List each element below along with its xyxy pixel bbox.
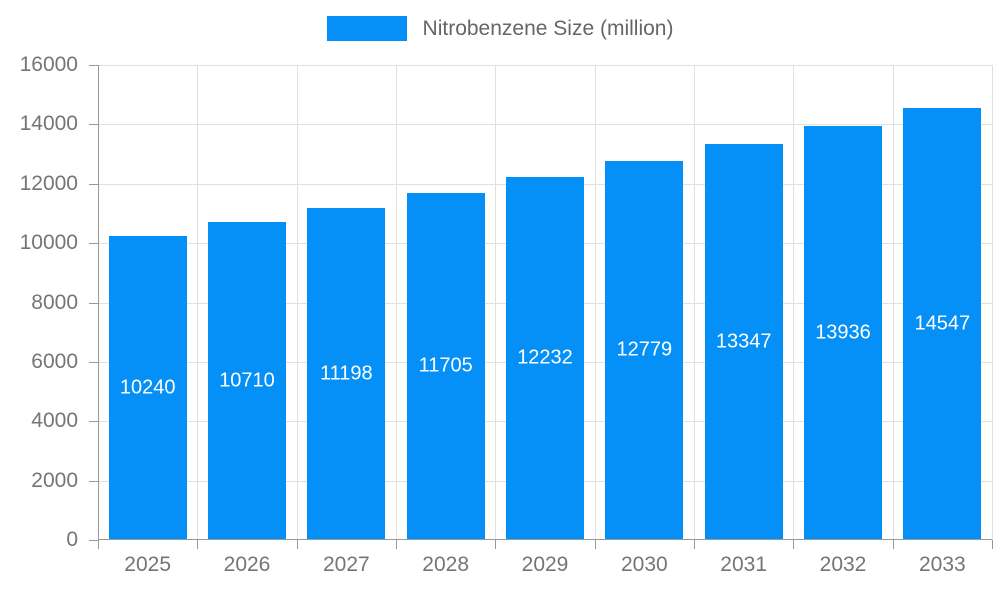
y-axis-tick bbox=[89, 65, 98, 66]
x-axis-tick-label: 2031 bbox=[720, 553, 768, 576]
bar-2029[interactable] bbox=[506, 176, 584, 540]
bar-2031[interactable] bbox=[704, 143, 783, 540]
plot-area bbox=[89, 65, 993, 549]
x-axis-tick bbox=[594, 540, 596, 549]
x-axis-tick bbox=[197, 540, 199, 549]
gridline-vertical bbox=[495, 65, 497, 540]
y-axis-tick-label: 14000 bbox=[19, 112, 78, 136]
y-axis-tick-label: 8000 bbox=[31, 290, 78, 314]
bar-value-label: 12779 bbox=[616, 338, 673, 361]
x-axis-tick bbox=[396, 540, 397, 549]
gridline-horizontal bbox=[98, 124, 992, 126]
bar-value-label: 13936 bbox=[815, 321, 871, 344]
bar-2030[interactable] bbox=[605, 160, 684, 540]
gridline-vertical bbox=[296, 65, 298, 540]
bar-value-label: 11705 bbox=[418, 354, 473, 377]
legend-swatch-icon bbox=[326, 16, 407, 41]
x-axis-tick-label: 2027 bbox=[322, 553, 370, 576]
y-axis-line bbox=[98, 65, 99, 540]
bar-value-label: 11198 bbox=[320, 362, 373, 385]
x-axis-tick-label: 2026 bbox=[223, 553, 271, 576]
y-axis-tick bbox=[89, 361, 98, 363]
y-axis-tick-label: 10000 bbox=[19, 231, 78, 255]
x-axis-tick-label: 2025 bbox=[124, 553, 172, 576]
x-axis-tick bbox=[98, 540, 99, 549]
bar-2025[interactable] bbox=[108, 236, 187, 540]
x-axis-tick bbox=[793, 540, 795, 549]
gridline-vertical bbox=[892, 65, 894, 540]
y-axis-tick bbox=[89, 302, 98, 304]
y-axis-tick-label: 16000 bbox=[19, 53, 78, 76]
y-axis-tick bbox=[89, 480, 98, 482]
bar-2033[interactable] bbox=[903, 108, 982, 540]
gridline-vertical bbox=[396, 65, 397, 540]
x-axis-tick-label: 2033 bbox=[918, 553, 966, 576]
bar-2027[interactable] bbox=[307, 207, 386, 540]
gridline-vertical bbox=[694, 65, 695, 540]
x-axis-tick bbox=[694, 540, 695, 549]
y-axis-tick-label: 6000 bbox=[31, 349, 78, 373]
y-axis-tick bbox=[89, 183, 98, 185]
y-axis-tick-label: 0 bbox=[66, 528, 78, 551]
bar-value-label: 10240 bbox=[119, 376, 176, 399]
bar-2028[interactable] bbox=[406, 192, 485, 540]
x-axis-tick bbox=[495, 540, 497, 549]
gridline-horizontal bbox=[98, 65, 992, 66]
x-axis-tick-label: 2030 bbox=[620, 553, 668, 576]
bar-value-label: 13347 bbox=[715, 330, 772, 353]
x-axis-tick bbox=[892, 540, 894, 549]
bar-value-label: 12232 bbox=[517, 346, 573, 369]
y-axis-tick bbox=[89, 124, 98, 126]
x-axis-tick bbox=[992, 540, 993, 549]
y-axis-tick bbox=[89, 540, 98, 541]
x-axis-tick-label: 2028 bbox=[422, 553, 470, 576]
x-axis-tick-label: 2032 bbox=[819, 553, 867, 576]
bar-value-label: 14547 bbox=[914, 312, 971, 335]
gridline-vertical bbox=[992, 65, 993, 540]
y-axis-tick-label: 12000 bbox=[19, 171, 78, 195]
gridline-vertical bbox=[793, 65, 795, 540]
x-axis-tick-label: 2029 bbox=[521, 553, 569, 576]
bar-2026[interactable] bbox=[208, 222, 286, 540]
y-axis-tick-label: 4000 bbox=[31, 409, 78, 433]
y-axis-tick bbox=[89, 243, 98, 245]
bar-2032[interactable] bbox=[804, 126, 882, 540]
bar-value-label: 10710 bbox=[219, 369, 275, 392]
y-axis-tick-label: 2000 bbox=[31, 468, 78, 492]
x-axis-tick bbox=[296, 540, 298, 549]
gridline-vertical bbox=[594, 65, 596, 540]
gridline-vertical bbox=[197, 65, 199, 540]
y-axis-tick bbox=[89, 421, 98, 423]
legend-label: Nitrobenzene Size (million) bbox=[422, 16, 674, 40]
chart-legend[interactable]: Nitrobenzene Size (million) bbox=[0, 16, 1000, 41]
x-axis-line bbox=[98, 539, 992, 540]
